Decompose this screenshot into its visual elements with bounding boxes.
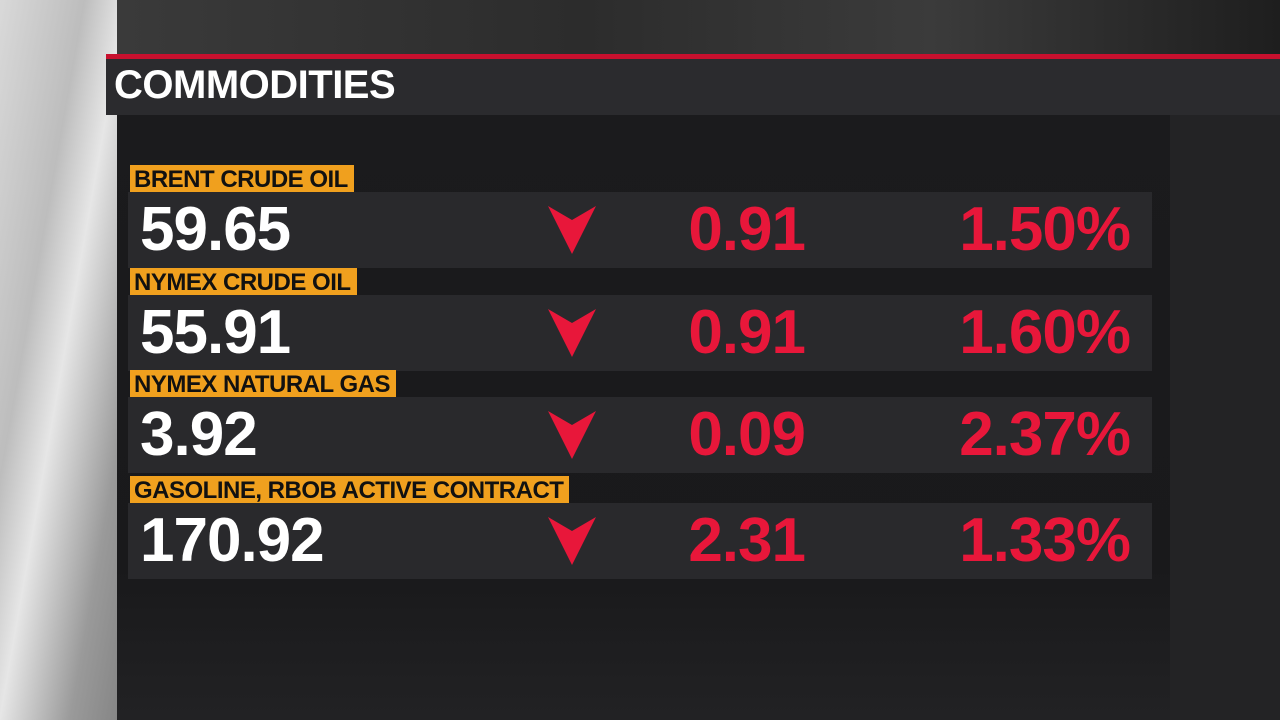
percent-change: 1.50% <box>959 195 1131 264</box>
percent-change: 2.37% <box>959 400 1131 469</box>
title: COMMODITIES <box>114 63 396 107</box>
row-label: NYMEX CRUDE OIL <box>130 268 357 296</box>
down-arrow <box>546 307 598 359</box>
background-band <box>117 0 1280 55</box>
row-box <box>128 397 1152 473</box>
row-box <box>128 503 1152 579</box>
red-line <box>106 54 1280 59</box>
percent-change: 1.60% <box>959 298 1131 367</box>
row-box <box>128 295 1152 371</box>
down-arrow <box>546 409 598 461</box>
price: 55.91 <box>140 298 291 367</box>
price: 3.92 <box>140 400 258 469</box>
row-label: NYMEX NATURAL GAS <box>130 370 396 398</box>
arrow-icon <box>548 206 596 254</box>
change: 0.91 <box>688 298 806 367</box>
arrow-icon <box>548 309 596 357</box>
price: 59.65 <box>140 195 291 264</box>
change: 0.91 <box>688 195 806 264</box>
percent-change: 1.33% <box>959 506 1131 575</box>
down-arrow <box>546 204 598 256</box>
price: 170.92 <box>140 506 325 575</box>
change: 0.09 <box>688 400 806 469</box>
side-panel <box>1170 115 1280 720</box>
row-label: BRENT CRUDE OIL <box>130 165 354 193</box>
title-bar <box>106 59 1280 115</box>
arrow-icon <box>548 411 596 459</box>
change: 2.31 <box>688 506 806 575</box>
down-arrow <box>546 515 598 567</box>
arrow-icon <box>548 517 596 565</box>
row-label: GASOLINE, RBOB ACTIVE CONTRACT <box>130 476 570 504</box>
row-box <box>128 192 1152 268</box>
